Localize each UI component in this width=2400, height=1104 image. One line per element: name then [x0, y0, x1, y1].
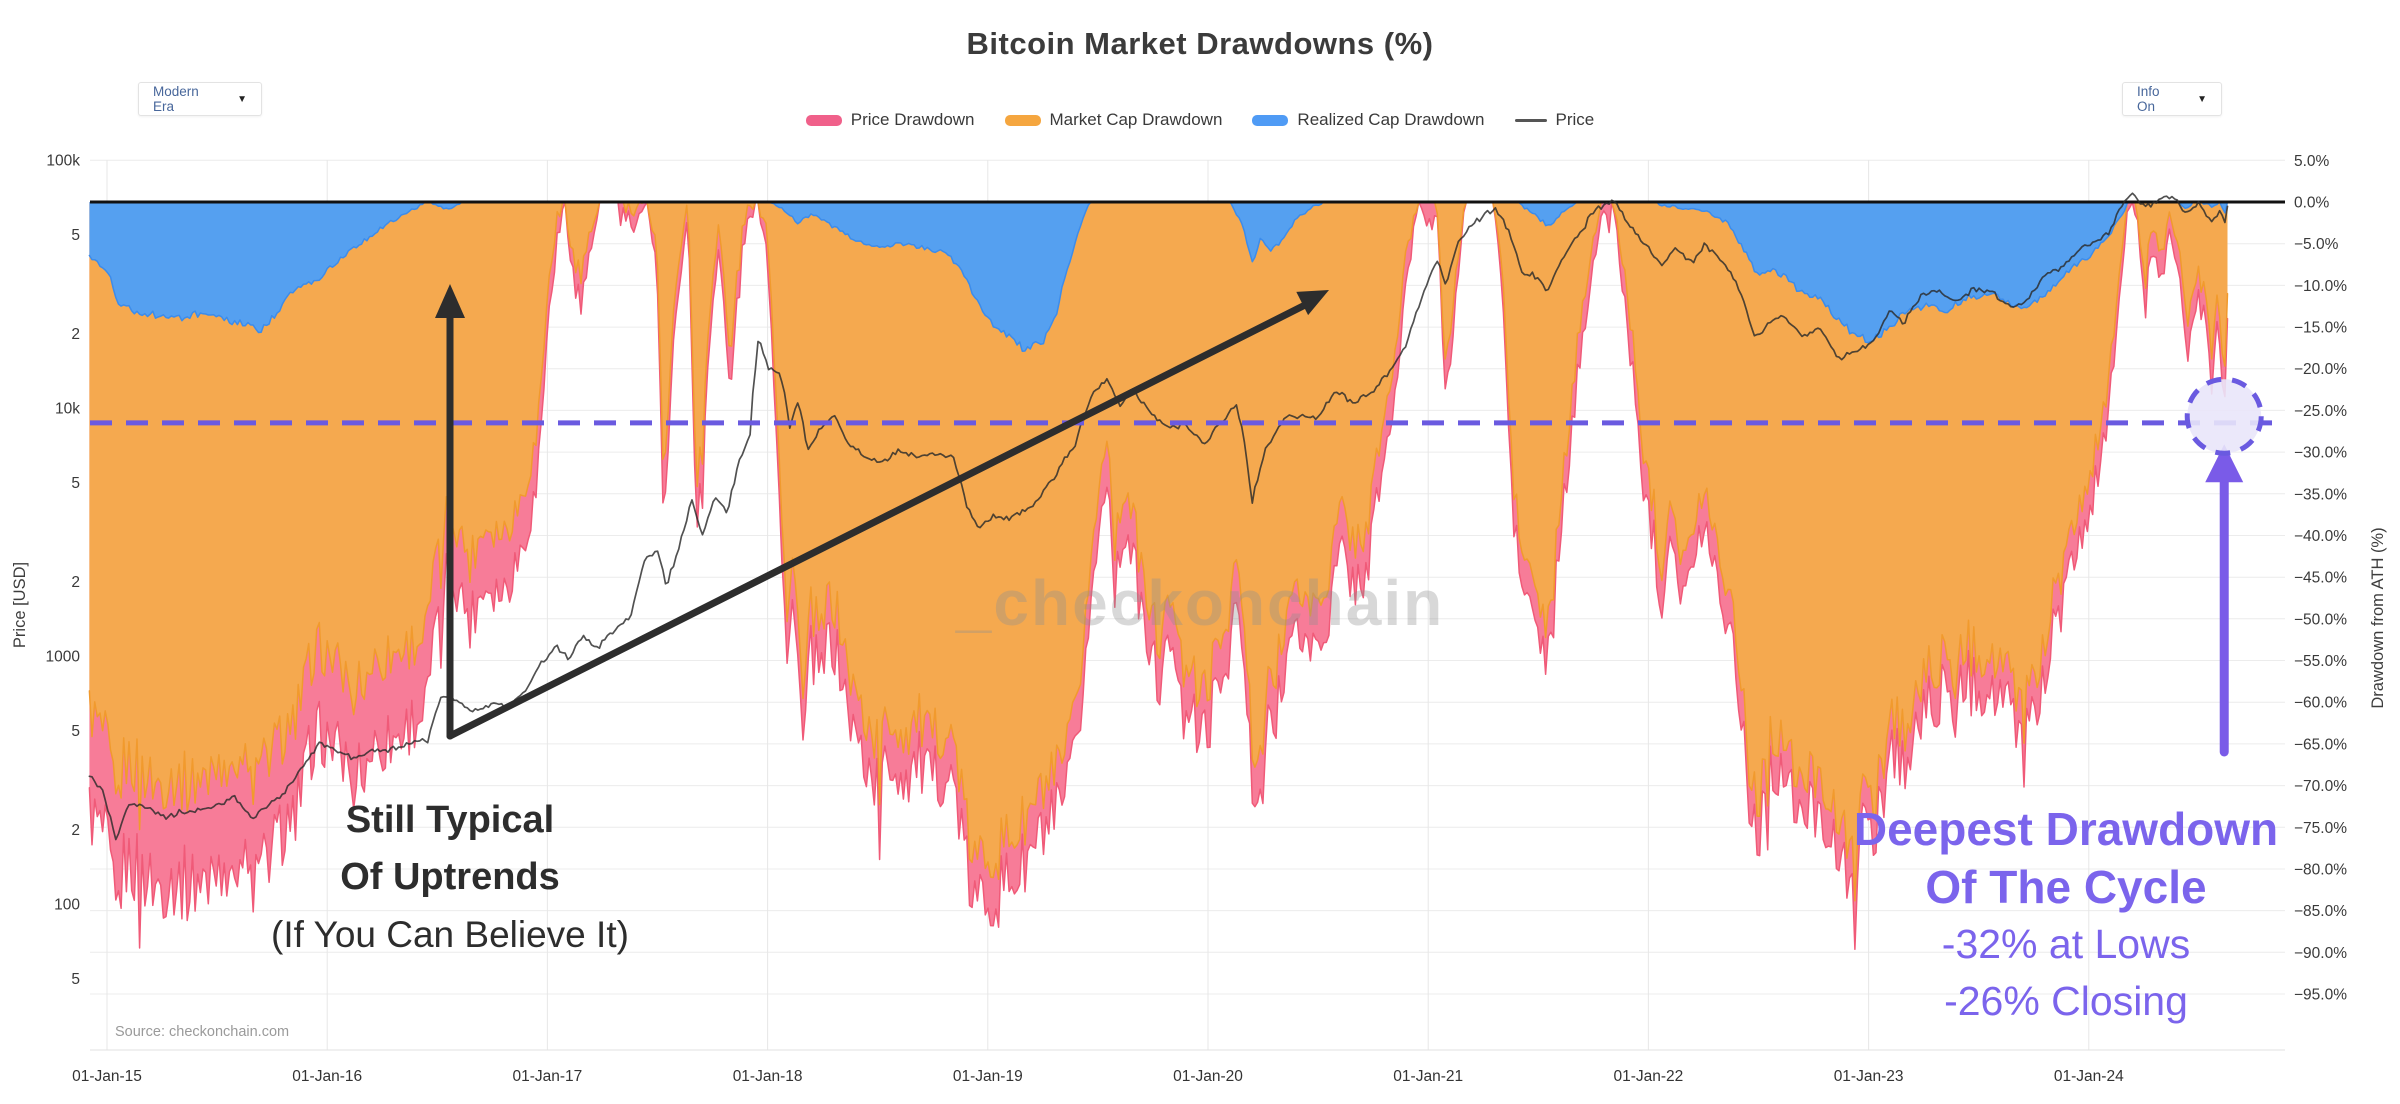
- y-right-tick-label: −5.0%: [2294, 236, 2339, 253]
- y-right-tick-label: −65.0%: [2294, 736, 2347, 753]
- y-left-tick-label: 5: [71, 475, 80, 492]
- x-axis-tick-label: 01-Jan-23: [1834, 1068, 1904, 1085]
- chevron-down-icon: ▼: [2197, 93, 2207, 105]
- y-right-tick-label: −75.0%: [2294, 820, 2347, 837]
- y-right-tick-label: −35.0%: [2294, 486, 2347, 503]
- y-right-tick-label: −40.0%: [2294, 528, 2347, 545]
- source-credit: Source: checkonchain.com: [115, 1024, 290, 1040]
- y-right-tick-label: −30.0%: [2294, 445, 2347, 462]
- y-left-tick-label: 100: [54, 897, 80, 914]
- x-axis-tick-label: 01-Jan-24: [2054, 1068, 2124, 1085]
- annotation-deepest-drawdown: Deepest Drawdown Of The Cycle -32% at Lo…: [1806, 800, 2326, 1030]
- y-left-tick-label: 10k: [55, 401, 80, 418]
- legend-label: Price: [1555, 110, 1595, 129]
- y-left-tick-label: 5: [71, 227, 80, 244]
- y-right-tick-label: −70.0%: [2294, 778, 2347, 795]
- x-axis-tick-label: 01-Jan-21: [1393, 1068, 1463, 1085]
- chevron-down-icon: ▼: [237, 93, 247, 105]
- era-dropdown[interactable]: Modern Era ▼: [138, 82, 262, 116]
- area-market-cap-drawdown: [89, 202, 2228, 901]
- legend-label: Price Drawdown: [850, 110, 975, 129]
- x-axis-tick-label: 01-Jan-19: [953, 1068, 1023, 1085]
- legend: Price Drawdown Market Cap Drawdown Realize…: [0, 110, 2400, 130]
- legend-swatch-icon: [1514, 118, 1547, 122]
- annotation-uptrend: Still Typical Of Uptrends (If You Can Be…: [165, 792, 735, 964]
- legend-swatch-icon: [1004, 114, 1041, 126]
- y-right-tick-label: −85.0%: [2294, 903, 2347, 920]
- line-price: [88, 192, 2229, 841]
- annotation-deepest-line4: -26% Closing: [1944, 978, 2188, 1024]
- x-axis-tick-label: 01-Jan-20: [1173, 1068, 1243, 1085]
- info-dropdown[interactable]: Info On ▼: [2122, 82, 2222, 116]
- annotation-deepest-line2: Of The Cycle: [1925, 861, 2207, 913]
- y-right-tick-label: −45.0%: [2294, 570, 2347, 587]
- x-axis-tick-label: 01-Jan-18: [733, 1068, 803, 1085]
- line-market-cap-drawdown: [88, 201, 2229, 902]
- y-right-tick-label: 5.0%: [2294, 153, 2330, 170]
- legend-swatch-icon: [1252, 114, 1289, 126]
- legend-item-price[interactable]: Price: [1514, 110, 1595, 130]
- uptrend-arrow-diagonal-head: [1296, 290, 1329, 316]
- y-right-tick-label: −50.0%: [2294, 611, 2347, 628]
- annotation-deepest-line3: -32% at Lows: [1941, 921, 2191, 967]
- legend-label: Market Cap Drawdown: [1049, 110, 1223, 129]
- line-price-drawdown: [88, 201, 2229, 951]
- x-axis-tick-label: 01-Jan-17: [513, 1068, 583, 1085]
- y-right-tick-label: −80.0%: [2294, 862, 2347, 879]
- x-axis-tick-label: 01-Jan-15: [72, 1068, 142, 1085]
- y-left-tick-label: 2: [71, 326, 80, 343]
- legend-item-price-drawdown[interactable]: Price Drawdown: [805, 110, 975, 130]
- legend-item-market-cap-drawdown[interactable]: Market Cap Drawdown: [1004, 110, 1223, 130]
- era-dropdown-label: Modern Era: [153, 84, 199, 114]
- y-left-tick-label: 1000: [46, 649, 81, 666]
- y-right-tick-label: −90.0%: [2294, 945, 2347, 962]
- y-left-tick-label: 2: [71, 574, 80, 591]
- info-dropdown-label: Info On: [2137, 84, 2160, 114]
- annotation-uptrend-line1: Still Typical: [345, 799, 555, 841]
- annotation-uptrend-line3: (If You Can Believe It): [271, 914, 629, 955]
- y-right-axis-title: Drawdown from ATH (%): [2369, 527, 2387, 708]
- uptrend-arrow-vertical-head: [435, 284, 465, 318]
- deepest-arrow-head: [2205, 444, 2244, 483]
- annotation-uptrend-line2: Of Uptrends: [340, 856, 560, 898]
- y-right-tick-label: −20.0%: [2294, 361, 2347, 378]
- x-axis-tick-label: 01-Jan-16: [292, 1068, 362, 1085]
- page-title: Bitcoin Market Drawdowns (%): [966, 26, 1434, 61]
- y-right-tick-label: −25.0%: [2294, 403, 2347, 420]
- y-right-tick-label: −15.0%: [2294, 320, 2347, 337]
- x-axis-tick-label: 01-Jan-22: [1614, 1068, 1684, 1085]
- y-right-tick-label: −10.0%: [2294, 278, 2347, 295]
- y-right-tick-label: −95.0%: [2294, 987, 2347, 1004]
- legend-item-realized-cap-drawdown[interactable]: Realized Cap Drawdown: [1252, 110, 1485, 130]
- legend-swatch-icon: [805, 114, 842, 126]
- y-right-tick-label: −60.0%: [2294, 695, 2347, 712]
- highlight-circle: [2184, 376, 2264, 456]
- y-left-tick-label: 2: [71, 822, 80, 839]
- area-realized-cap-drawdown: [89, 202, 2228, 352]
- y-left-tick-label: 5: [71, 971, 80, 988]
- y-left-tick-label: 100k: [46, 153, 80, 170]
- y-left-tick-label: 5: [71, 723, 80, 740]
- legend-label: Realized Cap Drawdown: [1297, 110, 1485, 129]
- annotation-deepest-line1: Deepest Drawdown: [1853, 803, 2279, 855]
- uptrend-arrow-diagonal: [446, 298, 1315, 740]
- y-right-tick-label: −55.0%: [2294, 653, 2347, 670]
- y-left-axis-title: Price [USD]: [11, 562, 29, 648]
- y-right-tick-label: 0.0%: [2294, 195, 2330, 212]
